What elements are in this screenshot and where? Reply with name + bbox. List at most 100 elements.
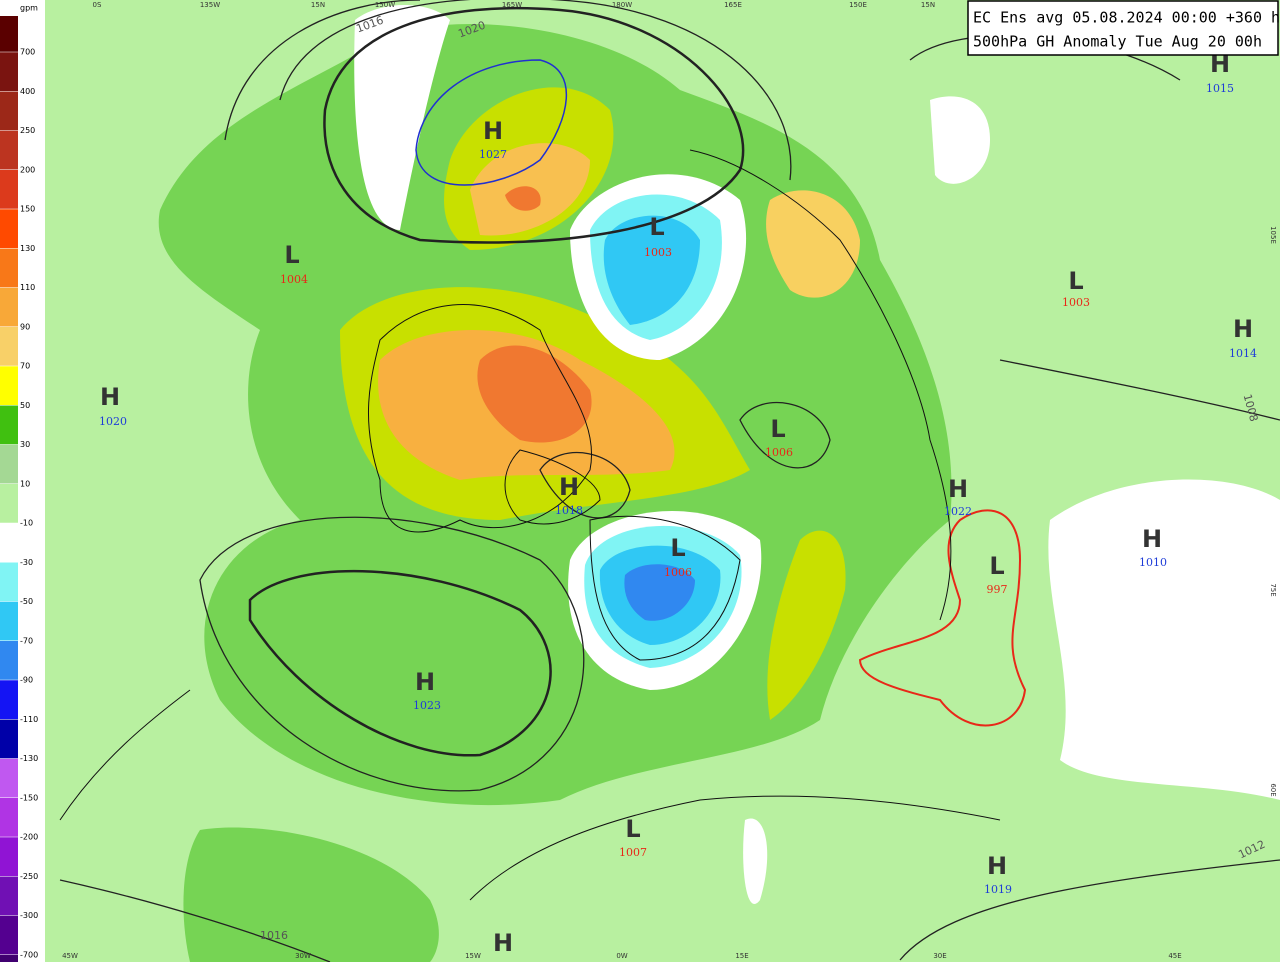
system-letter: H bbox=[1210, 50, 1230, 78]
legend-swatch bbox=[0, 719, 18, 759]
system-letter: H bbox=[483, 117, 503, 145]
system-letter: L bbox=[989, 552, 1004, 580]
legend-label: 70 bbox=[20, 362, 30, 371]
legend-swatch bbox=[0, 366, 18, 406]
legend-label: -70 bbox=[20, 636, 33, 645]
grid-label: 135W bbox=[200, 1, 220, 9]
legend-swatch bbox=[0, 562, 18, 602]
grid-labels: 0S 135W 15N 150W 165W 180W 165E 150E 15N… bbox=[62, 1, 1277, 960]
legend-swatch bbox=[0, 444, 18, 484]
legend-swatch bbox=[0, 52, 18, 92]
system-letter: L bbox=[649, 213, 664, 241]
system-pressure: 1022 bbox=[944, 505, 972, 518]
legend-label: 150 bbox=[20, 205, 35, 214]
legend-swatch bbox=[0, 758, 18, 798]
system-letter: H bbox=[493, 929, 513, 957]
system-letter: L bbox=[625, 815, 640, 843]
grid-label: 15W bbox=[465, 952, 481, 960]
grid-label: 60E bbox=[1269, 783, 1277, 796]
grid-label: 180W bbox=[612, 1, 632, 9]
legend-swatch bbox=[0, 837, 18, 877]
legend-swatch bbox=[0, 248, 18, 288]
pressure-systems: H 1027 L 1004 L 1003 L 1003 H 1015 H 101… bbox=[99, 50, 1257, 957]
anomaly-contour bbox=[858, 509, 1027, 727]
grid-label: 0W bbox=[616, 952, 627, 960]
grid-label: 0S bbox=[93, 1, 102, 9]
legend-swatch bbox=[0, 326, 18, 366]
legend-swatch bbox=[0, 483, 18, 523]
system-pressure: 1006 bbox=[765, 446, 793, 459]
system-pressure: 1010 bbox=[1139, 556, 1167, 569]
legend-swatch bbox=[0, 680, 18, 720]
legend-label: -150 bbox=[20, 793, 38, 802]
legend-swatch bbox=[0, 876, 18, 916]
system-pressure: 1003 bbox=[1062, 296, 1090, 309]
legend-label: 250 bbox=[20, 126, 35, 135]
legend-label: -50 bbox=[20, 597, 33, 606]
system-letter: L bbox=[770, 415, 785, 443]
grid-label: 150E bbox=[849, 1, 867, 9]
legend-label: -200 bbox=[20, 833, 38, 842]
legend-label: 30 bbox=[20, 440, 30, 449]
system-pressure: 997 bbox=[987, 583, 1008, 596]
grid-label: 15N bbox=[311, 1, 325, 9]
legend-label: 110 bbox=[20, 283, 35, 292]
grid-label: 15E bbox=[735, 952, 748, 960]
legend-label: -110 bbox=[20, 715, 38, 724]
grid-label: 45W bbox=[62, 952, 78, 960]
system-pressure: 1019 bbox=[984, 883, 1012, 896]
legend: gpm 700 400 250 200 150 130 110 90 70 50 30 10 -10 -3… bbox=[0, 0, 45, 962]
legend-label: 10 bbox=[20, 479, 30, 488]
system-letter: H bbox=[559, 473, 579, 501]
grid-label: 45E bbox=[1168, 952, 1181, 960]
isobar-label: 1016 bbox=[260, 929, 288, 942]
system-letter: H bbox=[987, 852, 1007, 880]
legend-label: -700 bbox=[20, 950, 38, 959]
grid-label: 165W bbox=[502, 1, 522, 9]
grid-label: 30W bbox=[295, 952, 311, 960]
grid-label: 30E bbox=[933, 952, 946, 960]
anomaly-contour bbox=[415, 59, 567, 186]
system-letter: H bbox=[100, 383, 120, 411]
legend-swatch bbox=[0, 405, 18, 445]
system-letter: H bbox=[415, 668, 435, 696]
system-pressure: 1004 bbox=[280, 273, 308, 286]
legend-label: 400 bbox=[20, 87, 35, 96]
system-pressure: 1020 bbox=[99, 415, 127, 428]
grid-label: 165E bbox=[724, 1, 742, 9]
legend-label: -30 bbox=[20, 558, 33, 567]
legend-swatch bbox=[0, 16, 18, 52]
legend-label: -90 bbox=[20, 676, 33, 685]
system-letter: H bbox=[1233, 315, 1253, 343]
legend-swatch bbox=[0, 209, 18, 249]
system-pressure: 1003 bbox=[644, 246, 672, 259]
legend-swatch bbox=[0, 915, 18, 955]
legend-swatch bbox=[0, 954, 18, 962]
system-letter: H bbox=[1142, 525, 1162, 553]
system-pressure: 1027 bbox=[479, 148, 507, 161]
legend-swatch bbox=[0, 601, 18, 641]
legend-swatch bbox=[0, 130, 18, 170]
legend-label: 50 bbox=[20, 401, 30, 410]
grid-label: 150W bbox=[375, 1, 395, 9]
legend-swatch bbox=[0, 640, 18, 680]
legend-label: -250 bbox=[20, 872, 38, 881]
grid-label: 15N bbox=[921, 1, 935, 9]
system-letter: H bbox=[948, 475, 968, 503]
coastlines bbox=[59, 149, 1001, 901]
title: EC Ens avg 05.08.2024 00:00 +360 h bbox=[973, 9, 1280, 27]
system-pressure: 1018 bbox=[555, 504, 583, 517]
legend-label: 200 bbox=[20, 165, 35, 174]
legend-label: 700 bbox=[20, 48, 35, 57]
legend-swatch bbox=[0, 91, 18, 131]
system-letter: L bbox=[1068, 267, 1083, 295]
subtitle: 500hPa GH Anomaly Tue Aug 20 00h bbox=[973, 33, 1262, 51]
legend-swatch bbox=[0, 523, 18, 563]
system-pressure: 1015 bbox=[1206, 82, 1234, 95]
map-field bbox=[45, 0, 1280, 962]
legend-label: 90 bbox=[20, 322, 30, 331]
legend-label: -300 bbox=[20, 911, 38, 920]
grid-label: 75E bbox=[1269, 583, 1277, 596]
legend-label: -130 bbox=[20, 754, 38, 763]
